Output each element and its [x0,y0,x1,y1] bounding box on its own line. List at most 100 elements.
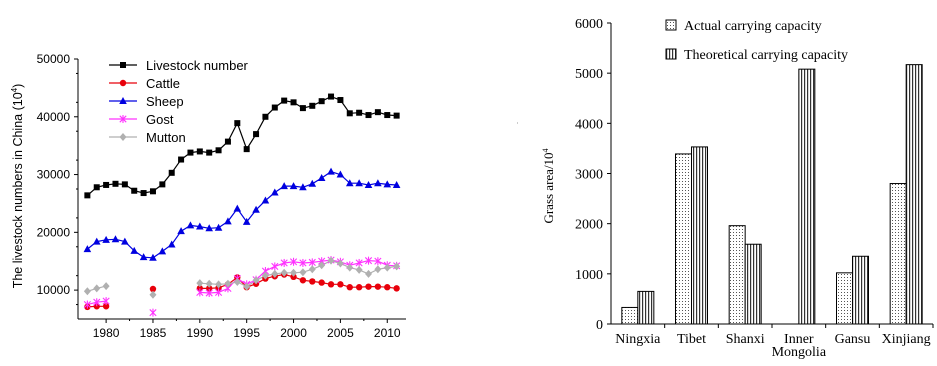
legend-label-mutton: Mutton [146,130,186,145]
point-sheep [177,227,185,235]
legend-label-theoretical-carrying-capacity: Theoretical carrying capacity [684,48,848,63]
point-gost [280,258,288,267]
livestock-line-chart: The livestock numbers in China (104) 100… [10,52,406,340]
point-livestock-number [337,97,344,104]
right-y-tick-label: 0 [596,318,603,333]
point-livestock-number [234,120,241,127]
point-mutton [149,290,157,299]
legend-label-gost: Gost [146,112,174,127]
category-label-tibet: Tibet [677,332,706,347]
left-y-axis-label-close: ) [11,84,25,88]
point-mutton [83,287,91,296]
point-cattle [355,284,363,291]
left-x-tick-label: 2000 [280,326,307,340]
point-mutton [383,263,391,272]
point-livestock-number [253,131,260,138]
point-livestock-number [159,181,166,188]
right-y-tick-label: 4000 [575,117,603,132]
point-livestock-number [131,187,138,194]
point-cattle [309,278,316,285]
point-mutton [205,279,213,288]
left-x-tick-label: 1985 [140,326,167,340]
legend-marker-gost [119,115,127,123]
point-sheep [280,182,288,190]
point-sheep [92,237,101,245]
point-livestock-number [290,99,297,106]
point-livestock-number [346,110,353,117]
legend-marker-livestock-number [120,62,126,68]
point-sheep [149,253,157,261]
point-livestock-number [262,113,269,120]
point-sheep [167,240,176,248]
point-cattle [384,284,391,291]
bar-gansu-theoretical-carrying-capacity [852,255,869,325]
point-mutton [102,282,110,291]
point-cattle [299,277,307,284]
point-cattle [337,281,344,288]
bar-shanxi-actual-carrying-capacity [728,225,746,325]
point-sheep [111,235,120,243]
point-sheep [205,224,213,232]
right-legend: Actual carrying capacity Theoretical carr… [665,19,848,63]
point-gost [205,289,213,297]
point-mutton [233,278,241,287]
point-sheep [392,180,401,188]
point-mutton [280,268,288,277]
category-label-inner-mongolia: Mongolia [772,345,827,360]
right-bars [621,64,923,325]
series-line-mutton [199,259,397,288]
point-mutton [261,271,269,280]
point-sheep [289,182,298,190]
point-cattle [393,285,400,292]
point-mutton [355,265,363,274]
point-sheep [336,170,345,178]
series-line-sheep [87,171,397,259]
point-sheep [186,221,195,229]
point-livestock-number [112,180,119,187]
category-label-ningxia: Ningxia [615,332,661,347]
point-mutton [271,269,279,278]
point-sheep [224,217,232,225]
legend-label-actual-carrying-capacity: Actual carrying capacity [684,19,822,34]
point-cattle [374,283,382,290]
point-livestock-number [365,112,372,119]
point-livestock-number [168,169,175,176]
point-livestock-number [187,149,194,156]
bar-tibet-theoretical-carrying-capacity [691,146,708,325]
category-label-xinjiang: Xinjiang [882,332,931,347]
point-livestock-number [103,181,110,188]
point-mutton [327,256,335,265]
legend-marker-mutton [119,133,127,141]
point-livestock-number [121,181,128,188]
point-gost [214,288,223,297]
category-label-inner-mongolia: Inner [784,332,814,347]
point-cattle [327,281,335,288]
legend-swatch-theoretical-carrying-capacity [665,48,677,60]
point-sheep [308,179,317,187]
point-cattle [318,279,325,286]
legend-label-livestock-number: Livestock number [146,58,249,73]
legend-marker-sheep [119,97,127,104]
right-y-tick-label: 3000 [575,168,603,183]
point-cattle [102,303,110,310]
point-sheep [252,205,260,213]
legend-swatch-actual-carrying-capacity [665,19,677,31]
point-cattle [196,285,204,292]
point-mutton [196,279,204,288]
category-label-gansu: Gansu [835,332,871,347]
point-livestock-number [140,190,147,197]
point-cattle [290,273,297,281]
bar-inner-mongolia-theoretical-carrying-capacity [798,68,816,325]
point-gost [83,300,91,309]
series-line-cattle [199,273,397,289]
point-cattle [149,285,157,293]
point-gost [308,258,316,267]
point-livestock-number [178,156,185,163]
left-x-tick-label: 1990 [186,326,213,340]
left-y-tick-label: 50000 [37,52,71,66]
point-livestock-number [215,147,222,154]
point-mutton [290,268,298,277]
left-y-tick-label: 30000 [37,168,71,182]
point-sheep [271,188,279,196]
point-sheep [121,237,129,245]
